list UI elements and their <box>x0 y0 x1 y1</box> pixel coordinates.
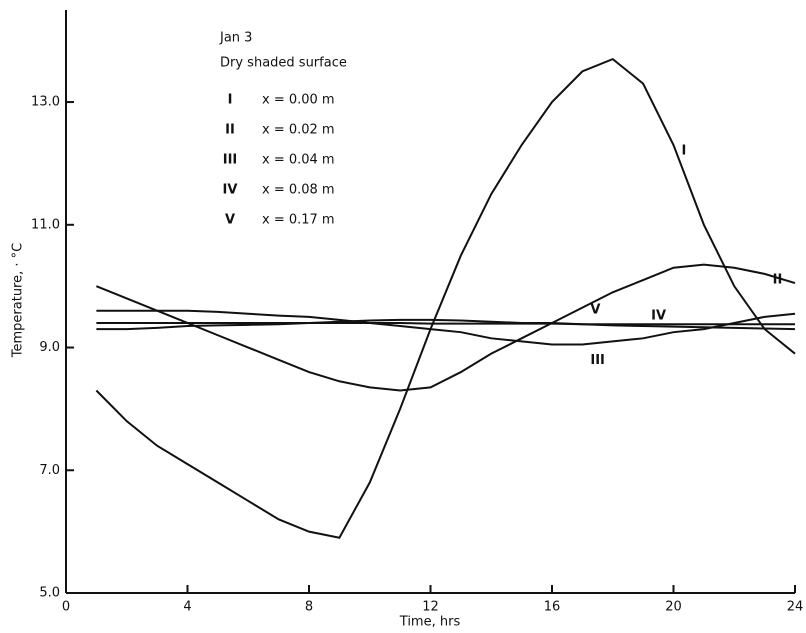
x-tick-label: 0 <box>62 600 70 615</box>
legend-key: III <box>223 153 238 168</box>
series-line <box>96 309 796 346</box>
x-tick-label: 4 <box>183 600 191 615</box>
legend-label: x = 0.08 m <box>262 183 335 198</box>
series-line <box>96 263 796 392</box>
legend-label: x = 0.02 m <box>262 123 335 138</box>
x-tick-label: 20 <box>665 600 682 615</box>
legend-label: x = 0.17 m <box>262 213 335 228</box>
x-axis-label: Time, hrs <box>399 615 461 630</box>
legend-key: II <box>225 123 235 138</box>
x-tick-label: 8 <box>305 600 313 615</box>
x-tick-label: 12 <box>422 600 439 615</box>
legend-label: x = 0.04 m <box>262 153 335 168</box>
y-tick-label: 5.0 <box>39 586 60 601</box>
series-label: IV <box>651 309 666 324</box>
x-tick-label: 16 <box>544 600 561 615</box>
series-line <box>95 57 796 539</box>
x-tick-label: 24 <box>787 600 804 615</box>
y-tick-label: 9.0 <box>39 340 60 355</box>
series-label: III <box>590 353 605 368</box>
y-tick-label: 11.0 <box>31 217 60 232</box>
annotation: Jan 3 <box>219 31 252 46</box>
series-label: I <box>682 144 687 159</box>
series-label: II <box>773 272 783 287</box>
y-tick-label: 7.0 <box>39 463 60 478</box>
series-line <box>96 318 796 331</box>
annotation: Dry shaded surface <box>220 56 347 71</box>
legend-label: x = 0.00 m <box>262 93 335 108</box>
legend-key: IV <box>223 183 238 198</box>
y-axis-label: Temperature, · °C <box>11 243 26 358</box>
series-line <box>96 321 795 326</box>
series-label: V <box>590 303 600 318</box>
legend-key: V <box>225 213 235 228</box>
legend-key: I <box>228 93 233 108</box>
y-tick-label: 13.0 <box>31 95 60 110</box>
